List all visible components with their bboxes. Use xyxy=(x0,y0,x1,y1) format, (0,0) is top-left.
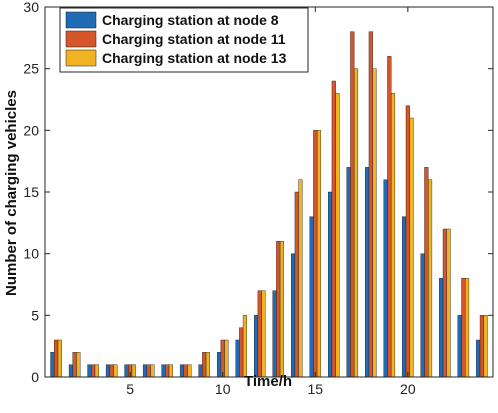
bar-series3-x21 xyxy=(428,179,433,378)
bar-series3-x1 xyxy=(57,339,62,378)
y-tick-label-10: 10 xyxy=(23,246,39,262)
bar-series3-x15 xyxy=(316,130,322,378)
bar-series2-x7 xyxy=(165,364,170,378)
bar-series2-x12 xyxy=(257,290,262,378)
x-tick-label-20: 20 xyxy=(400,381,416,397)
bar-series1-x21 xyxy=(420,253,425,378)
bar-series1-x18 xyxy=(365,167,370,378)
bar-series3-x22 xyxy=(446,228,451,378)
bar-series3-x3 xyxy=(94,364,99,378)
bar-series1-x17 xyxy=(346,167,351,378)
bar-series2-x24 xyxy=(479,315,484,378)
bar-series3-x8 xyxy=(187,364,192,378)
x-axis-label: Time/h xyxy=(244,373,292,390)
bar-series1-x8 xyxy=(179,364,185,378)
y-tick-label-15: 15 xyxy=(23,184,39,200)
bar-series2-x17 xyxy=(350,31,355,378)
bar-series2-x18 xyxy=(368,31,373,378)
bar-series3-x23 xyxy=(465,278,470,378)
bar-series3-x17 xyxy=(353,68,359,378)
bar-series1-x19 xyxy=(383,179,388,378)
legend-label-3: Charging station at node 13 xyxy=(102,50,287,66)
y-tick-label-5: 5 xyxy=(31,307,39,323)
bar-series3-x4 xyxy=(113,364,118,378)
bar-series1-x24 xyxy=(476,339,481,378)
bar-series3-x13 xyxy=(279,241,285,378)
bar-series3-x14 xyxy=(298,179,303,378)
bar-series2-x2 xyxy=(72,352,77,378)
bar-series2-x3 xyxy=(91,364,96,378)
bar-series3-x20 xyxy=(409,117,414,378)
y-tick-label-0: 0 xyxy=(31,369,39,385)
y-axis-label: Number of charging vehicles xyxy=(3,90,20,296)
bar-series1-x6 xyxy=(142,364,148,378)
bar-series1-x7 xyxy=(161,364,166,378)
bar-series3-x2 xyxy=(76,352,81,378)
legend-label-1: Charging station at node 8 xyxy=(102,12,279,28)
bar-series3-x18 xyxy=(372,68,377,378)
bar-series1-x4 xyxy=(105,364,110,378)
bar-series2-x19 xyxy=(387,56,392,378)
legend: Charging station at node 8 Charging stati… xyxy=(59,7,309,73)
bar-series1-x22 xyxy=(439,278,444,378)
legend-swatch-1 xyxy=(65,11,97,29)
bar-series2-x4 xyxy=(109,364,114,378)
legend-box xyxy=(59,7,309,73)
bar-series3-x24 xyxy=(483,315,488,378)
bar-series1-x3 xyxy=(87,364,92,378)
bar-series2-x21 xyxy=(424,167,429,378)
bar-series1-x11 xyxy=(235,339,240,378)
bar-series1-x15 xyxy=(309,216,314,378)
bar-series2-x1 xyxy=(54,339,59,378)
bar-series3-x5 xyxy=(131,364,136,378)
x-tick-label-5: 5 xyxy=(126,381,134,397)
legend-swatch-2 xyxy=(65,30,97,48)
bar-series1-x14 xyxy=(291,253,296,378)
bar-series2-x20 xyxy=(405,105,410,378)
bar-series1-x1 xyxy=(50,352,55,378)
x-tick-label-15: 15 xyxy=(307,381,323,397)
bar-series3-x19 xyxy=(390,93,396,378)
bar-series1-x16 xyxy=(328,191,333,378)
bar-series1-x2 xyxy=(68,364,73,378)
bar-series3-x10 xyxy=(224,339,229,378)
bar-series3-x12 xyxy=(261,290,266,378)
bar-series2-x11 xyxy=(239,327,244,378)
bar-series3-x16 xyxy=(335,93,340,378)
bar-series2-x14 xyxy=(294,191,299,378)
bar-series2-x8 xyxy=(183,364,188,378)
bar-series2-x22 xyxy=(442,228,447,378)
x-tick-label-10: 10 xyxy=(215,381,231,397)
y-tick-label-20: 20 xyxy=(23,122,39,138)
bar-series2-x16 xyxy=(331,80,336,378)
bar-series2-x23 xyxy=(461,278,466,378)
bar-series2-x15 xyxy=(313,130,318,378)
bar-series1-x13 xyxy=(272,290,277,378)
bar-series3-x7 xyxy=(168,364,173,378)
bar-series2-x9 xyxy=(202,352,207,378)
y-tick-label-30: 30 xyxy=(23,0,39,15)
bar-series1-x9 xyxy=(198,364,203,378)
bar-series2-x6 xyxy=(146,364,151,378)
bar-series1-x23 xyxy=(457,315,462,378)
bar-series3-x11 xyxy=(242,315,247,378)
bar-series1-x20 xyxy=(402,216,407,378)
y-tick-label-25: 25 xyxy=(23,61,39,77)
bar-series3-x9 xyxy=(205,352,210,378)
bar-series1-x12 xyxy=(253,315,259,378)
bar-series2-x10 xyxy=(220,339,225,378)
legend-swatch-3 xyxy=(65,49,97,67)
bar-series2-x13 xyxy=(276,241,281,378)
bar-series1-x5 xyxy=(124,364,129,378)
bar-series3-x6 xyxy=(150,364,155,378)
bar-series1-x10 xyxy=(216,352,222,378)
legend-label-2: Charging station at node 11 xyxy=(102,31,286,47)
